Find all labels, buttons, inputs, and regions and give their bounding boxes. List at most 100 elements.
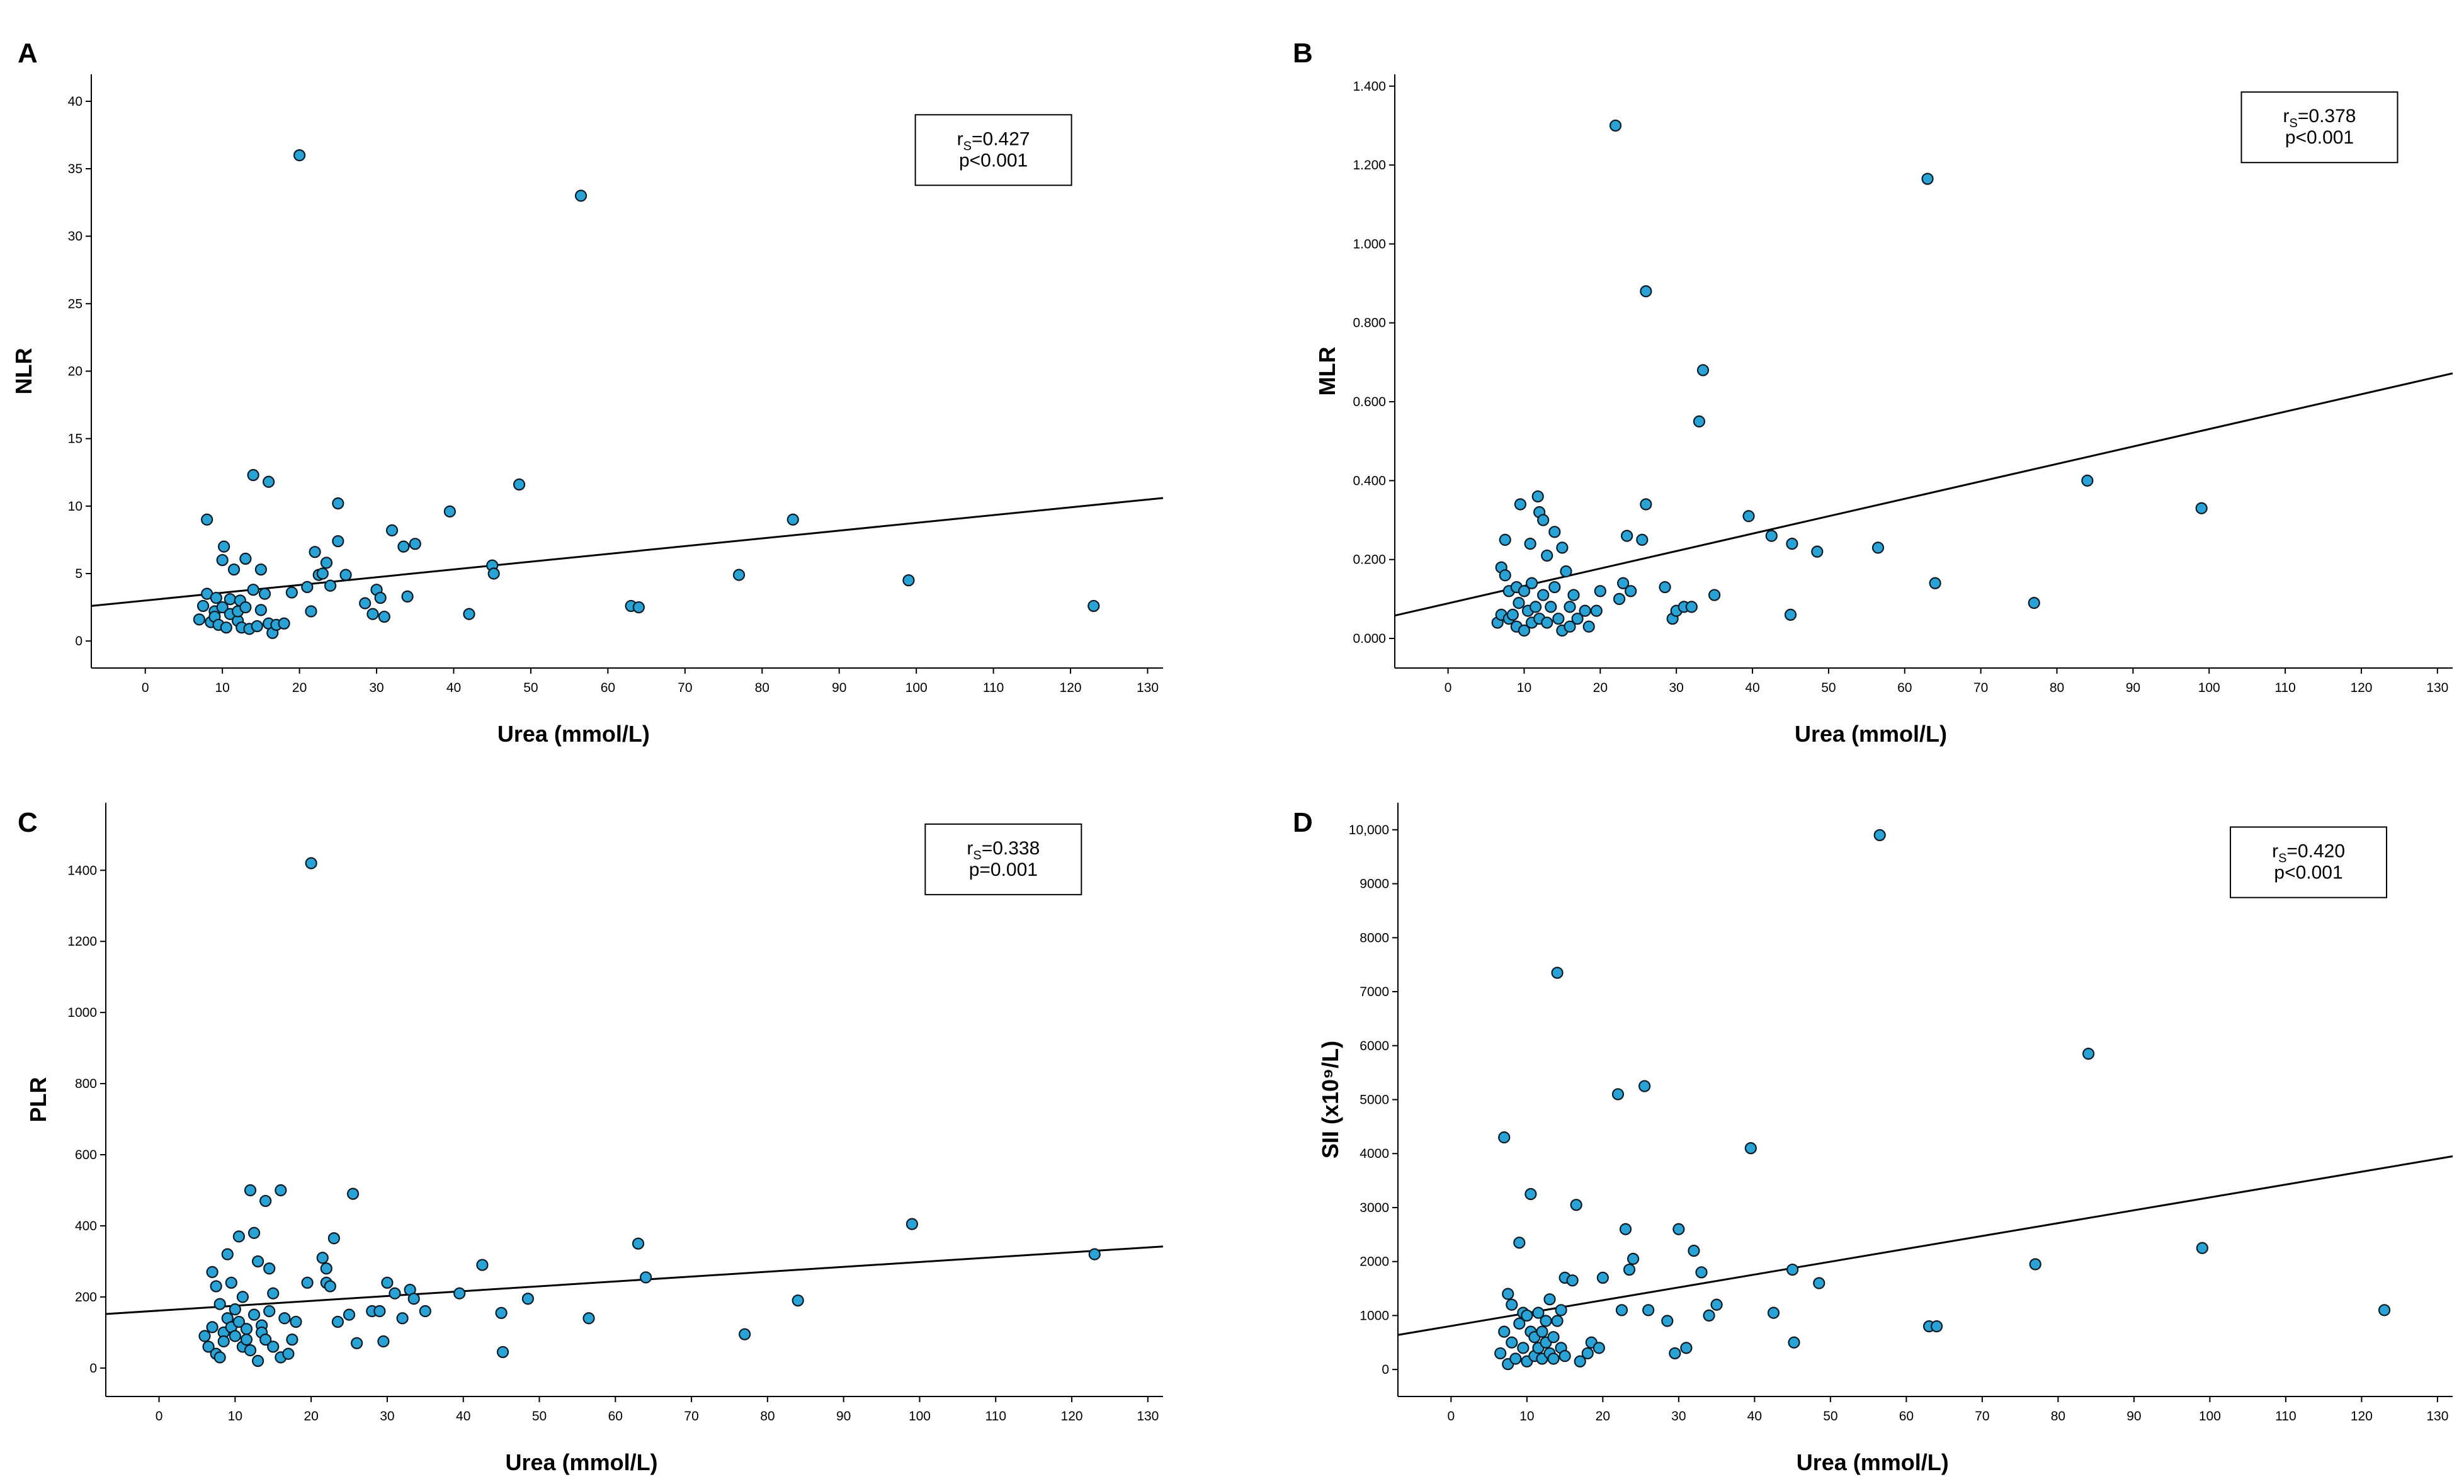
x-tick-label: 10	[1519, 1409, 1534, 1424]
x-tick-label: 90	[836, 1409, 851, 1424]
data-point	[227, 563, 241, 576]
data-point	[316, 1252, 329, 1264]
data-point	[1621, 530, 1633, 542]
data-point	[1640, 498, 1652, 511]
data-point	[385, 524, 399, 536]
data-point	[1742, 510, 1755, 523]
correlation-text: rS=0.420	[2272, 841, 2345, 866]
x-tick-label: 100	[909, 1409, 931, 1424]
data-point	[1767, 1306, 1780, 1319]
data-point	[201, 513, 213, 526]
correlation-value: =0.427	[972, 128, 1030, 149]
data-point	[324, 1280, 336, 1293]
data-point	[232, 1230, 245, 1243]
x-tick-label: 60	[1899, 1409, 1914, 1424]
x-tick-label: 80	[755, 681, 769, 695]
data-point	[1582, 620, 1595, 633]
data-point	[1556, 541, 1569, 554]
x-tick-label: 40	[446, 681, 461, 695]
data-point	[1688, 1244, 1700, 1257]
y-tick-label: 1.200	[1353, 158, 1386, 173]
data-point	[574, 190, 588, 202]
data-point	[407, 1293, 420, 1305]
x-tick-label: 0	[1445, 681, 1452, 695]
data-point	[216, 601, 229, 614]
p-value-text: p=0.001	[969, 859, 1038, 880]
data-point	[251, 620, 263, 633]
y-tick-label: 0	[89, 1361, 97, 1376]
data-point	[240, 1334, 253, 1346]
data-point	[521, 1293, 534, 1305]
data-point	[301, 1276, 314, 1289]
data-point	[1525, 577, 1538, 589]
data-point	[1669, 1347, 1681, 1360]
data-point	[1494, 1347, 1507, 1360]
data-point	[1564, 601, 1576, 613]
y-tick-label: 1000	[67, 1005, 97, 1020]
correlation-value: =0.420	[2286, 841, 2345, 862]
data-point	[247, 1308, 261, 1321]
y-tick-label: 1400	[67, 863, 97, 878]
data-point	[1545, 601, 1557, 613]
data-point	[290, 1315, 302, 1328]
x-tick-label: 0	[1448, 1409, 1455, 1424]
data-point	[1543, 1293, 1556, 1306]
data-point	[220, 621, 232, 634]
panel-letter: A	[18, 38, 38, 69]
y-tick-label: 30	[68, 229, 82, 244]
data-point	[193, 613, 206, 626]
data-point	[286, 1334, 298, 1346]
p-value-text: p<0.001	[2285, 127, 2354, 148]
data-point	[1555, 1304, 1567, 1317]
x-tick-label: 120	[1060, 681, 1082, 695]
y-tick-label: 400	[75, 1219, 97, 1233]
data-point	[198, 1330, 211, 1342]
data-point	[1609, 119, 1622, 132]
x-tick-label: 70	[684, 1409, 698, 1424]
data-point	[2028, 597, 2040, 609]
data-point	[389, 1287, 401, 1300]
data-point	[1567, 589, 1580, 601]
data-point	[225, 1276, 237, 1289]
data-point	[1616, 577, 1630, 589]
x-tick-label: 70	[678, 681, 692, 695]
x-axis-title: Urea (mmol/L)	[1795, 721, 1947, 747]
data-point	[2196, 1242, 2208, 1254]
data-point	[247, 584, 259, 596]
data-point	[339, 569, 352, 581]
data-point	[443, 505, 456, 518]
data-point	[1623, 1263, 1636, 1276]
x-tick-label: 100	[2199, 1409, 2221, 1424]
y-tick-label: 20	[68, 365, 82, 379]
y-tick-label: 15	[68, 432, 82, 446]
y-tick-label: 200	[75, 1290, 97, 1305]
data-point	[239, 601, 252, 614]
data-point	[1537, 589, 1550, 601]
y-tick-label: 9000	[1360, 877, 1389, 892]
data-point	[229, 1303, 241, 1316]
x-tick-label: 20	[304, 1409, 318, 1424]
data-point	[1513, 1317, 1526, 1330]
correlation-subscript: S	[963, 139, 972, 153]
stats-box-frame	[924, 823, 1082, 895]
data-point	[301, 581, 314, 594]
data-point	[251, 1354, 264, 1368]
data-point	[1636, 533, 1649, 546]
data-point	[1703, 1309, 1715, 1322]
regression-line	[1397, 1155, 2453, 1336]
stats-box-frame	[2230, 826, 2388, 898]
data-point	[1661, 1315, 1674, 1327]
x-tick-label: 10	[215, 681, 229, 695]
data-point	[1929, 577, 1941, 589]
x-tick-label: 80	[760, 1409, 775, 1424]
x-tick-label: 40	[1745, 681, 1759, 695]
panel-c: C 0 10 20 30 40 50 60 70 80 90 100 110 120 130 0 200 400 6…	[18, 803, 1164, 1475]
data-point	[1087, 599, 1100, 613]
data-point	[232, 1315, 245, 1328]
data-point	[487, 567, 500, 580]
data-point	[1514, 498, 1527, 511]
data-point	[251, 1255, 264, 1268]
data-point	[495, 1306, 508, 1319]
